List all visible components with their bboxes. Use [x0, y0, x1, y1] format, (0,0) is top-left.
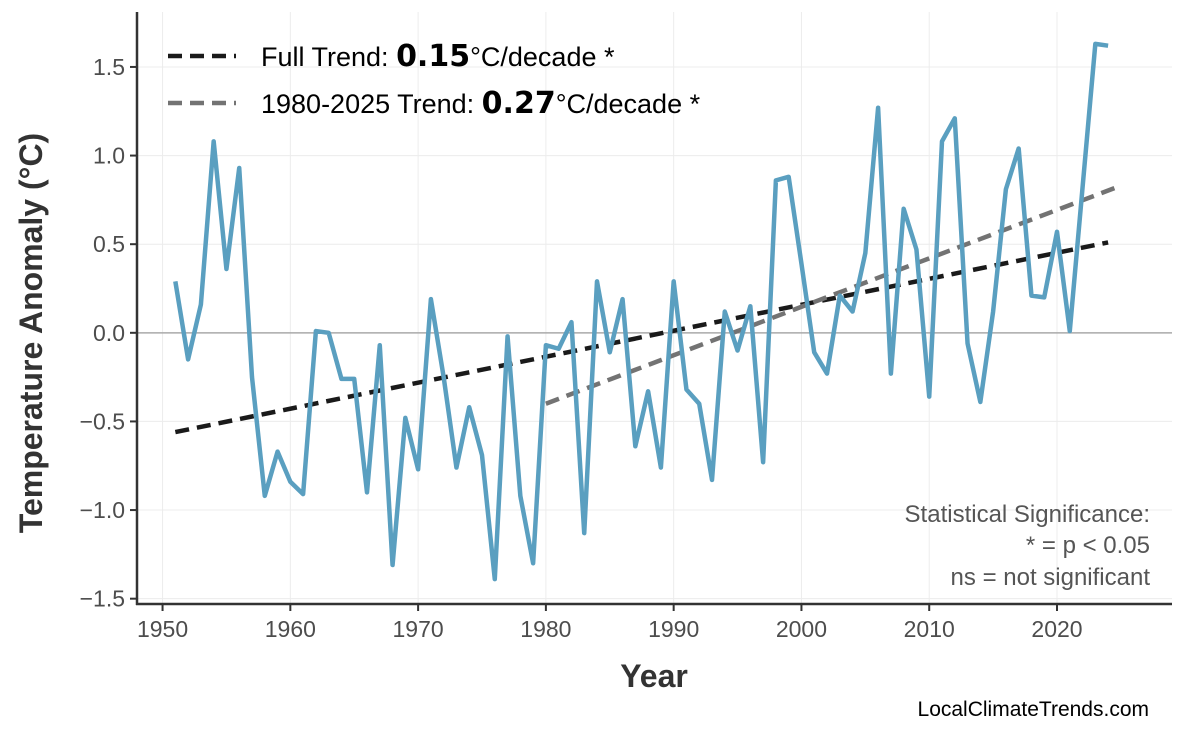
legend-prefix: Full Trend: [261, 42, 396, 72]
x-ticks: 1950 1960 1970 1980 1990 2000 2010 2020 [137, 604, 1083, 642]
anomaly-line [173, 41, 1109, 582]
y-tick-label: 0.5 [93, 231, 125, 257]
axes [135, 12, 1172, 606]
y-tick-label: −1.5 [80, 586, 125, 612]
series [173, 41, 1109, 582]
legend-suffix: °C/decade * [470, 42, 615, 72]
note-line-2: * = p < 0.05 [1026, 532, 1150, 559]
y-ticks: −1.5 −1.0 −0.5 0.0 0.5 1.0 1.5 [80, 54, 137, 612]
y-axis-title: Temperature Anomaly (°C) [13, 133, 49, 533]
x-tick-label: 1950 [137, 616, 188, 642]
significance-note: Statistical Significance: * = p < 0.05 n… [905, 501, 1151, 591]
x-axis-title: Year [620, 658, 688, 694]
legend: Full Trend: 0.15°C/decade * 1980-2025 Tr… [168, 39, 701, 121]
legend-prefix: 1980-2025 Trend: [261, 89, 482, 119]
legend-label-1980-trend: 1980-2025 Trend: 0.27°C/decade * [261, 86, 701, 121]
legend-value: 0.15 [396, 39, 470, 74]
site-credit: LocalClimateTrends.com [918, 698, 1149, 721]
y-tick-label: −1.0 [80, 497, 125, 523]
x-tick-label: 1970 [393, 616, 444, 642]
legend-value: 0.27 [482, 86, 556, 121]
x-tick-label: 1990 [648, 616, 699, 642]
legend-suffix: °C/decade * [556, 89, 701, 119]
x-tick-label: 2000 [776, 616, 827, 642]
note-line-3: ns = not significant [951, 564, 1151, 591]
y-tick-label: 1.0 [93, 143, 125, 169]
y-tick-label: 1.5 [93, 54, 125, 80]
y-tick-label: 0.0 [93, 320, 125, 346]
legend-label-full-trend: Full Trend: 0.15°C/decade * [261, 39, 615, 74]
trend-line [174, 240, 1109, 435]
x-tick-label: 1960 [265, 616, 316, 642]
x-tick-label: 1980 [520, 616, 571, 642]
note-line-1: Statistical Significance: [905, 501, 1150, 528]
y-tick-label: −0.5 [80, 408, 125, 434]
x-tick-label: 2010 [904, 616, 955, 642]
x-tick-label: 2020 [1031, 616, 1082, 642]
